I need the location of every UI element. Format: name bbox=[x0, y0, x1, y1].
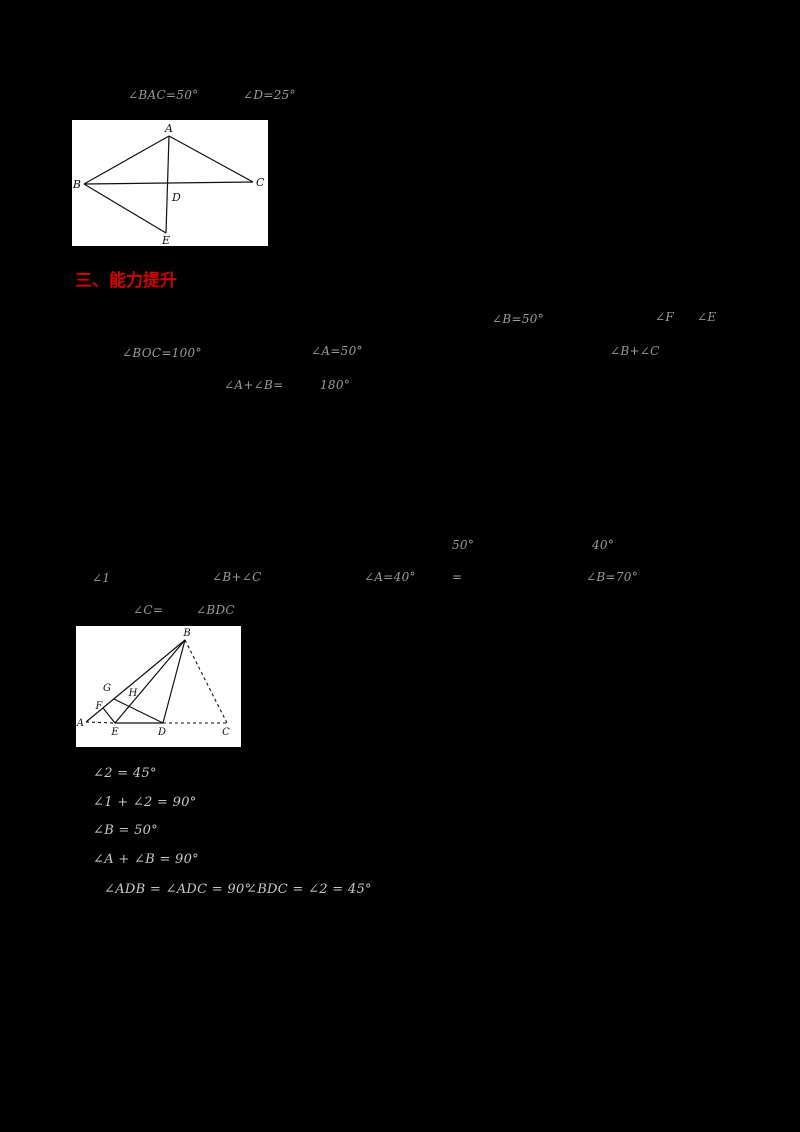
point-label-A: A bbox=[76, 718, 84, 729]
math-expression: ∠BDC bbox=[196, 603, 235, 617]
solution-line: ∠2 = 45° bbox=[93, 766, 157, 781]
solution-line: ∠ADB = ∠ADC = 90° bbox=[104, 882, 252, 897]
math-expression: = bbox=[452, 570, 463, 584]
point-label-G: G bbox=[103, 683, 111, 694]
solution-line: ∠B = 50° bbox=[93, 823, 159, 838]
math-expression: 180° bbox=[320, 378, 351, 392]
math-expression: ∠BAC=50° bbox=[128, 88, 199, 102]
figure-2: B A E D C G H F bbox=[76, 626, 241, 747]
solution-line: ∠A + ∠B = 90° bbox=[93, 852, 199, 867]
math-expression: ∠B+∠C bbox=[610, 344, 660, 358]
math-expression: ∠A=40° bbox=[364, 570, 416, 584]
point-label-H: H bbox=[128, 688, 138, 699]
math-expression: ∠A+∠B= bbox=[224, 378, 284, 392]
figure-1-drawing: A B C D E bbox=[72, 122, 265, 247]
point-label-D: D bbox=[157, 727, 166, 738]
point-label-C: C bbox=[256, 176, 265, 189]
math-expression: ∠A=50° bbox=[311, 344, 363, 358]
math-expression: ∠1 bbox=[92, 571, 111, 585]
math-expression: 40° bbox=[592, 538, 615, 552]
math-expression: ∠F bbox=[655, 310, 674, 324]
math-expression: ∠E bbox=[697, 310, 717, 324]
figure-2-drawing: B A E D C G H F bbox=[76, 628, 230, 738]
point-label-C: C bbox=[222, 727, 230, 738]
math-expression: ∠C= bbox=[133, 603, 164, 617]
point-label-D: D bbox=[171, 191, 181, 204]
point-label-B: B bbox=[72, 178, 81, 191]
math-expression: ∠D=25° bbox=[243, 88, 296, 102]
solution-line: ∠BDC = ∠2 = 45° bbox=[246, 882, 372, 897]
figure-1: A B C D E bbox=[72, 120, 268, 247]
math-expression: 50° bbox=[452, 538, 475, 552]
point-label-A: A bbox=[164, 122, 173, 135]
math-expression: ∠B=50° bbox=[492, 312, 544, 326]
math-expression: ∠BOC=100° bbox=[122, 346, 202, 360]
math-expression: ∠B+∠C bbox=[212, 570, 262, 584]
point-label-E: E bbox=[161, 234, 170, 246]
point-label-F: F bbox=[95, 701, 104, 712]
point-label-E: E bbox=[110, 727, 119, 738]
math-expression: ∠B=70° bbox=[586, 570, 638, 584]
point-label-B: B bbox=[182, 628, 190, 639]
solution-line: ∠1 + ∠2 = 90° bbox=[93, 795, 197, 810]
section-heading: 三、能力提升 bbox=[75, 271, 177, 290]
